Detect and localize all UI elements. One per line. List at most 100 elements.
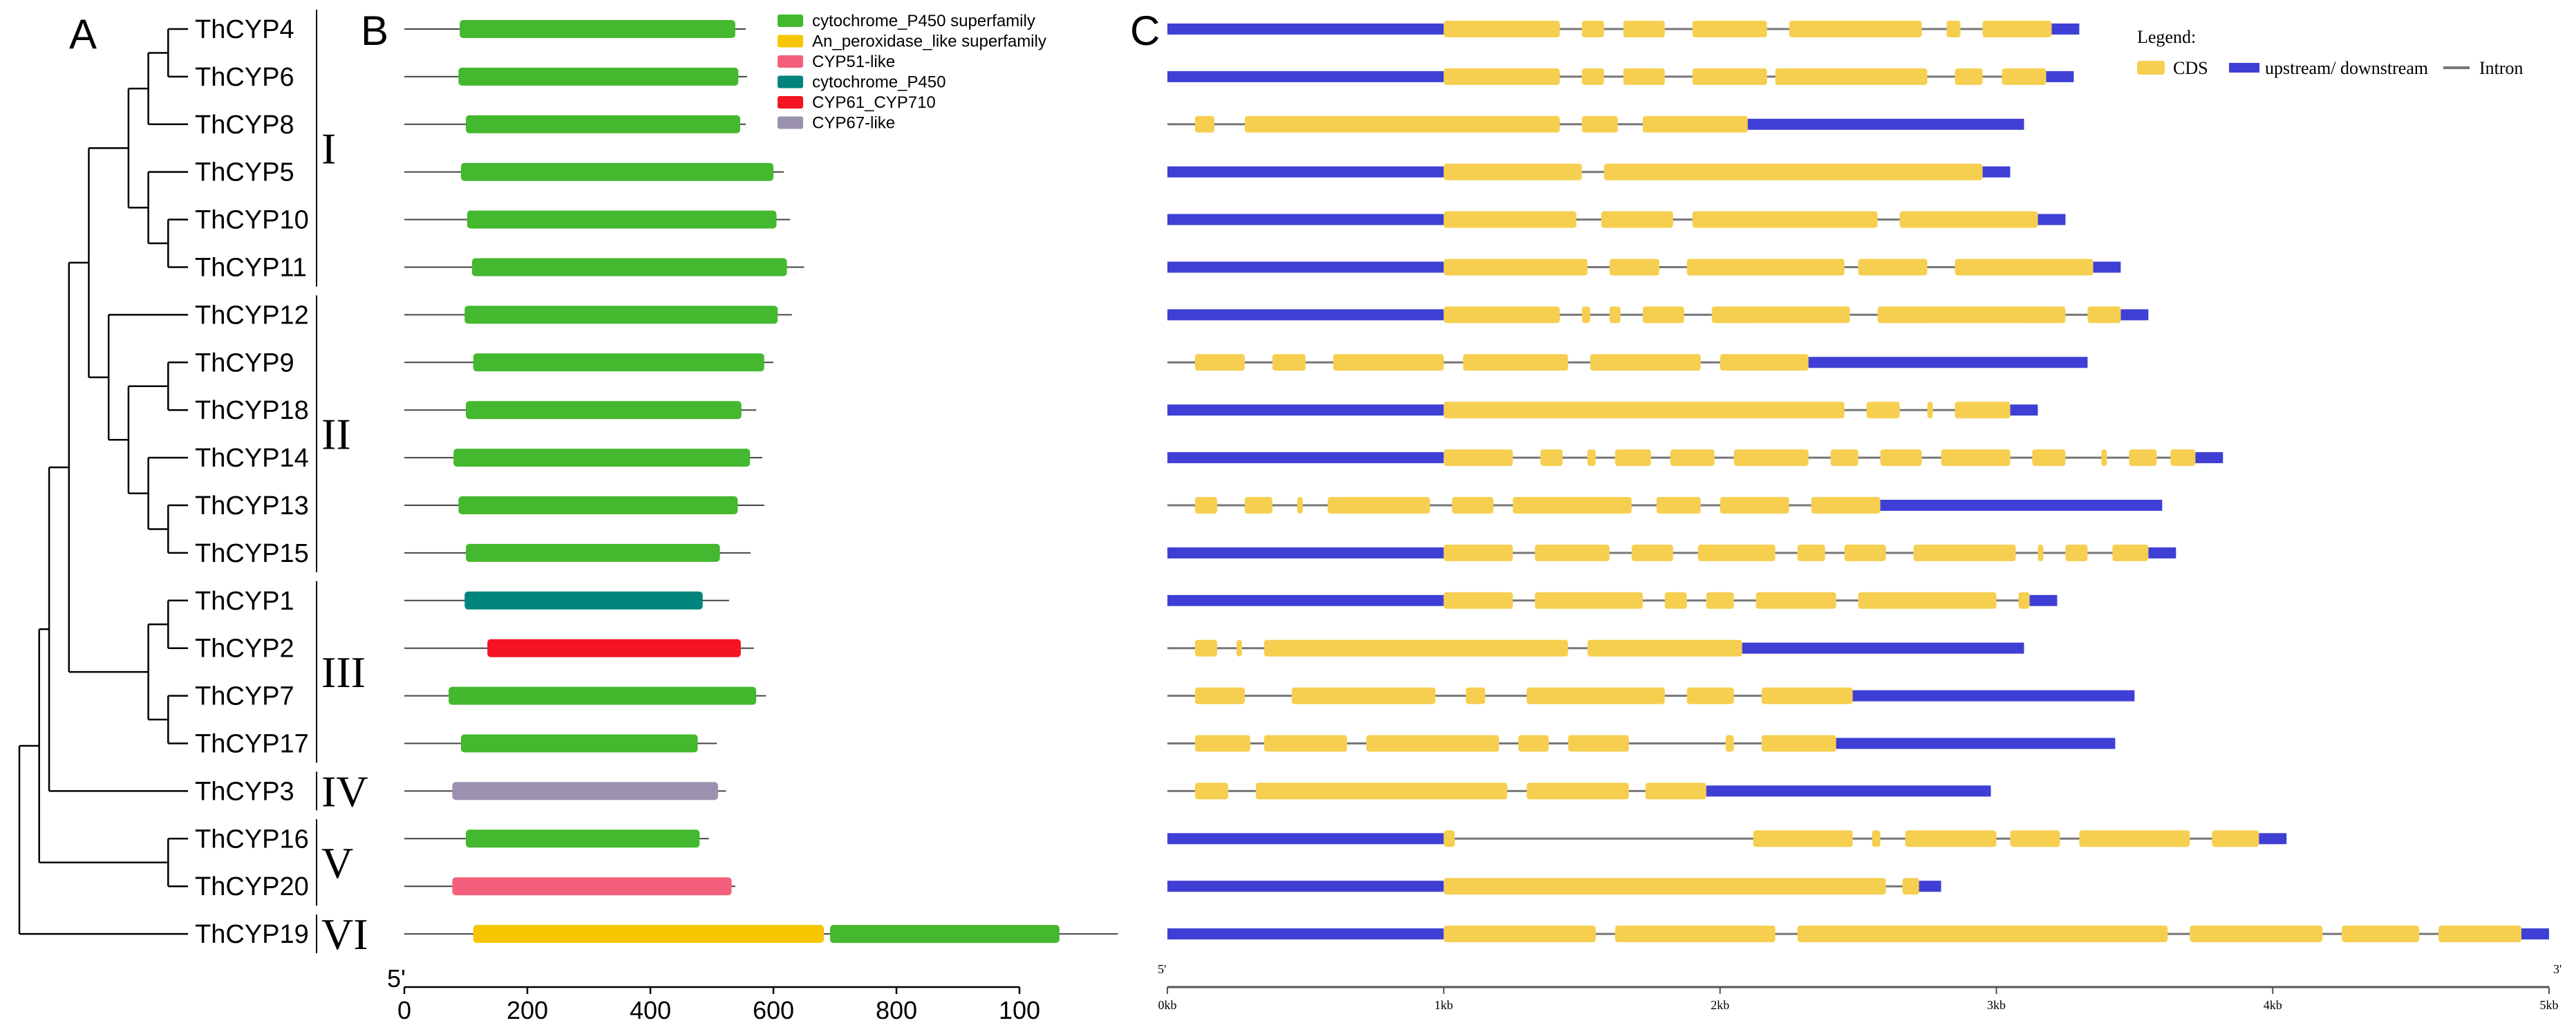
cds-segment <box>1866 402 1900 419</box>
structure-legend-swatch <box>2137 61 2165 75</box>
cds-segment <box>1955 402 2011 419</box>
utr-segment <box>1706 785 1991 797</box>
cds-segment <box>1609 259 1660 276</box>
cds-segment <box>1443 306 1560 323</box>
utr-segment <box>1880 500 2163 511</box>
cds-segment <box>1291 687 1436 704</box>
protein-domain <box>458 496 738 514</box>
gene-label: ThCYP20 <box>195 872 309 901</box>
gene-label: ThCYP8 <box>195 111 294 140</box>
cds-segment <box>1797 926 2168 943</box>
cds-segment <box>1686 259 1845 276</box>
utr-segment <box>1167 833 1444 845</box>
cds-segment <box>1443 259 1588 276</box>
clade-label: IV <box>321 767 368 816</box>
domain-legend-swatch <box>778 96 803 109</box>
cds-segment <box>1568 735 1629 752</box>
cds-segment <box>1877 306 2066 323</box>
cds-segment <box>1465 687 1485 704</box>
cds-segment <box>1664 592 1687 609</box>
cds-segment <box>1615 926 1776 943</box>
structure-axis-tick-label: 1kb <box>1434 998 1453 1012</box>
cds-segment <box>1858 592 1997 609</box>
cds-segment <box>1194 639 1217 657</box>
utr-segment <box>1167 309 1444 321</box>
structure-axis-tick-label: 4kb <box>2264 998 2282 1012</box>
protein-domain <box>471 258 787 276</box>
cds-segment <box>1631 544 1673 561</box>
utr-segment <box>1167 594 1444 606</box>
cds-segment <box>2010 830 2060 847</box>
utr-segment <box>1919 881 1942 892</box>
gene-label: ThCYP15 <box>195 539 309 568</box>
cds-segment <box>1194 782 1228 800</box>
clade-label: III <box>321 648 366 697</box>
cds-segment <box>1463 354 1568 371</box>
cds-segment <box>2018 592 2030 609</box>
protein-domain <box>453 449 751 467</box>
cds-segment <box>1443 830 1455 847</box>
cds-segment <box>1872 830 1881 847</box>
cds-segment <box>1686 687 1734 704</box>
cds-segment <box>1698 544 1776 561</box>
cds-segment <box>1194 687 1245 704</box>
protein-domain <box>460 734 698 753</box>
gene-label: ThCYP3 <box>195 777 294 806</box>
domain-legend-label: CYP51-like <box>812 53 895 71</box>
domain-axis-tick-label: 400 <box>630 996 671 1023</box>
cds-segment <box>2032 449 2066 467</box>
cds-segment <box>1443 68 1560 85</box>
domain-legend-label: cytochrome_P450 <box>812 73 946 92</box>
cds-segment <box>1244 115 1560 133</box>
cds-segment <box>2438 926 2522 943</box>
cds-segment <box>2038 544 2044 561</box>
cds-segment <box>1244 497 1272 514</box>
protein-domain <box>466 401 742 420</box>
utr-segment <box>2038 214 2066 225</box>
structure-legend-label: Intron <box>2479 58 2523 78</box>
gene-label: ThCYP2 <box>195 635 294 664</box>
protein-domain <box>449 686 757 705</box>
domain-legend-label: CYP67-like <box>812 114 895 133</box>
structure-axis-tick-label: 5kb <box>2540 998 2559 1012</box>
structure-axis-tick-label: 0kb <box>1158 998 1177 1012</box>
gene-label: ThCYP10 <box>195 206 309 235</box>
cds-segment <box>1194 497 1217 514</box>
protein-domain <box>473 925 824 944</box>
utr-segment <box>1982 166 2011 178</box>
cds-segment <box>1540 449 1563 467</box>
cds-segment <box>1761 735 1836 752</box>
protein-domain <box>460 20 735 38</box>
cds-segment <box>1263 639 1568 657</box>
protein-domain <box>460 162 773 181</box>
utr-segment <box>1742 642 2024 654</box>
gene-label: ThCYP9 <box>195 348 294 377</box>
cds-segment <box>1512 497 1632 514</box>
cds-segment <box>2342 926 2420 943</box>
cds-segment <box>1913 544 2016 561</box>
three-prime-label: 3' <box>2553 962 2561 976</box>
five-prime-label: 5' <box>1158 962 1166 976</box>
cds-segment <box>1297 497 1303 514</box>
cds-segment <box>1789 21 1922 37</box>
gene-structure-panel <box>1167 21 2549 943</box>
cds-segment <box>1905 830 1997 847</box>
cds-segment <box>1858 259 1928 276</box>
utr-segment <box>1836 738 2116 749</box>
cds-segment <box>1609 306 1621 323</box>
cds-segment <box>1263 735 1347 752</box>
cds-segment <box>1443 544 1513 561</box>
protein-domain <box>464 591 703 610</box>
cds-segment <box>1955 259 2094 276</box>
cds-segment <box>1623 68 1665 85</box>
utr-segment <box>1167 547 1444 559</box>
cds-segment <box>1955 68 1983 85</box>
cds-segment <box>1797 544 1825 561</box>
clade-label: V <box>321 838 353 888</box>
cds-segment <box>1656 497 1701 514</box>
cds-segment <box>1581 115 1618 133</box>
cds-segment <box>1725 735 1734 752</box>
utr-segment <box>1808 357 2088 368</box>
gene-label: ThCYP11 <box>195 254 307 283</box>
